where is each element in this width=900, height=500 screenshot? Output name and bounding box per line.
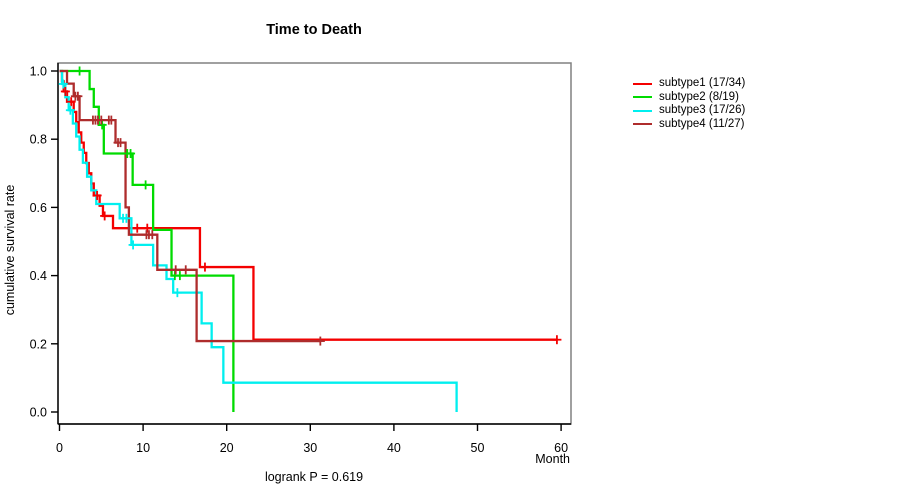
survival-curves xyxy=(59,69,557,412)
legend-line-swatch xyxy=(633,82,652,85)
x-tick-label: 30 xyxy=(303,441,317,455)
y-tick-label: 0.4 xyxy=(30,269,47,283)
survival-curve xyxy=(59,69,235,412)
survival-curve xyxy=(59,69,458,412)
x-tick-label: 60 xyxy=(554,441,568,455)
legend-line-swatch xyxy=(633,123,652,126)
x-tick-label: 20 xyxy=(220,441,234,455)
legend-item-subtype2: subtype2 (8/19) xyxy=(633,91,745,105)
legend: subtype1 (17/34) subtype2 (8/19) subtype… xyxy=(633,77,745,131)
legend-item-subtype3: subtype3 (17/26) xyxy=(633,104,745,118)
y-tick-label: 1.0 xyxy=(30,65,47,79)
axis-ticks: 0 10 20 30 40 50 60 0.0 0.2 0.4 0.6 0.8 1.0 xyxy=(30,65,568,456)
legend-label: subtype4 (11/27) xyxy=(659,117,745,130)
y-tick-label: 0.2 xyxy=(30,337,47,351)
legend-label: subtype2 (8/19) xyxy=(659,90,739,103)
legend-label: subtype3 (17/26) xyxy=(659,104,746,116)
legend-item-subtype1: subtype1 (17/34) xyxy=(633,77,745,91)
plot-frame xyxy=(57,62,572,425)
legend-line-swatch xyxy=(633,96,652,99)
y-tick-label: 0.6 xyxy=(30,201,47,215)
x-tick-label: 40 xyxy=(387,441,401,455)
x-tick-label: 0 xyxy=(56,441,63,455)
x-axis-title: Month xyxy=(535,452,570,466)
censor-marks xyxy=(58,66,562,346)
legend-item-subtype4: subtype4 (11/27) xyxy=(633,118,745,132)
legend-line-swatch xyxy=(633,109,652,112)
page-title: Time to Death xyxy=(266,22,362,38)
x-tick-label: 50 xyxy=(471,441,485,455)
x-tick-label: 10 xyxy=(136,441,150,455)
y-tick-label: 0.8 xyxy=(30,133,47,147)
logrank-annotation: logrank P = 0.619 xyxy=(265,470,363,484)
y-tick-label: 0.0 xyxy=(30,406,47,420)
y-axis-title: cumulative survival rate xyxy=(3,185,17,316)
survival-curve xyxy=(59,69,557,341)
legend-label: subtype1 (17/34) xyxy=(659,77,746,89)
